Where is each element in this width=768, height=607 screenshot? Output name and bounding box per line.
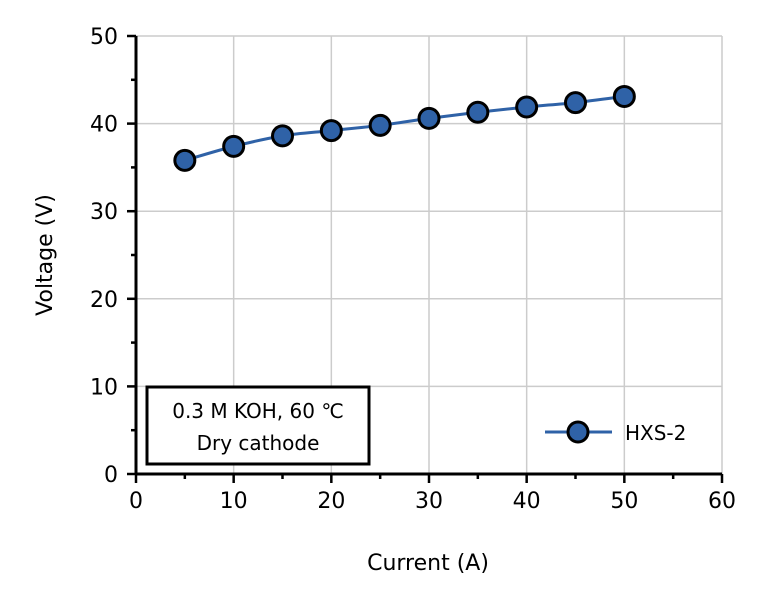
x-axis-title: Current (A): [367, 551, 489, 576]
data-point: [564, 91, 587, 115]
y-tick-label: 10: [90, 375, 118, 400]
y-axis-title: Voltage (V): [33, 194, 58, 316]
y-tick-label: 50: [90, 25, 118, 50]
x-tick-label: 50: [610, 489, 638, 514]
x-tick-label: 30: [415, 489, 443, 514]
data-point: [417, 106, 441, 130]
y-tick-label: 0: [104, 463, 118, 488]
annotation-line-2: Dry cathode: [197, 431, 320, 455]
data-point: [515, 95, 539, 119]
x-tick-label: 0: [129, 489, 143, 514]
x-tick-label: 20: [317, 489, 345, 514]
annotation-box: 0.3 M KOH, 60 ℃ Dry cathode: [145, 385, 371, 466]
annotation-line-1: 0.3 M KOH, 60 ℃: [172, 399, 344, 423]
legend-marker: [566, 420, 590, 444]
legend-label: HXS-2: [625, 421, 686, 445]
ticks: 0 10 20 30 40 50 60 0 10 20 30 40 50: [90, 25, 736, 514]
legend: HXS-2: [545, 420, 686, 445]
data-point: [466, 100, 490, 124]
y-tick-label: 30: [90, 200, 118, 225]
x-tick-label: 40: [513, 489, 541, 514]
y-tick-label: 20: [90, 288, 118, 313]
series-line: [184, 94, 625, 162]
data-point: [271, 124, 294, 148]
y-tick-label: 40: [90, 113, 118, 138]
data-point: [612, 84, 636, 108]
data-point: [368, 113, 392, 137]
data-point: [173, 148, 197, 172]
x-tick-label: 10: [220, 489, 248, 514]
data-point: [222, 134, 246, 158]
x-tick-label: 60: [708, 489, 736, 514]
series-layer: [173, 84, 636, 172]
data-point: [319, 119, 343, 143]
